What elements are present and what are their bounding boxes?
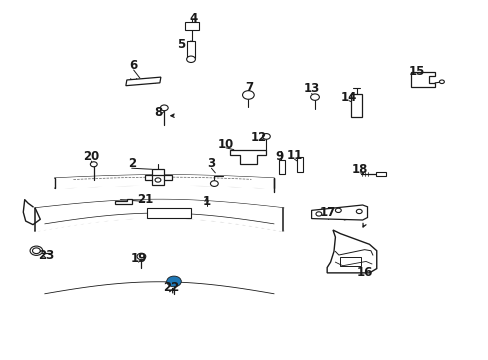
Text: 16: 16 (356, 266, 372, 279)
Polygon shape (152, 175, 164, 185)
Circle shape (315, 212, 321, 216)
Text: 5: 5 (177, 38, 185, 51)
Polygon shape (410, 72, 434, 87)
Text: 22: 22 (163, 281, 179, 294)
Text: 2: 2 (127, 157, 136, 170)
Bar (185, 22, 199, 30)
Text: 14: 14 (340, 91, 357, 104)
Text: 9: 9 (275, 150, 283, 163)
Circle shape (210, 181, 218, 186)
Circle shape (166, 276, 181, 287)
Polygon shape (125, 77, 161, 86)
Bar (351, 94, 362, 117)
Bar (186, 41, 195, 58)
Circle shape (439, 80, 444, 84)
Text: 7: 7 (245, 81, 253, 94)
Bar (296, 157, 303, 172)
Circle shape (160, 105, 168, 111)
Text: 6: 6 (129, 59, 138, 72)
Circle shape (32, 248, 40, 253)
Text: 1: 1 (202, 195, 210, 208)
Circle shape (310, 94, 319, 100)
Circle shape (30, 246, 42, 255)
Bar (375, 172, 385, 176)
Text: 10: 10 (218, 138, 234, 151)
Polygon shape (115, 199, 131, 204)
Polygon shape (326, 230, 376, 273)
Circle shape (137, 253, 145, 260)
Polygon shape (311, 205, 367, 220)
Circle shape (356, 209, 362, 213)
Text: 20: 20 (83, 150, 99, 163)
Text: 21: 21 (137, 193, 153, 206)
Circle shape (335, 208, 341, 212)
Text: 13: 13 (303, 82, 319, 95)
Text: 3: 3 (207, 157, 215, 170)
Circle shape (242, 91, 254, 99)
Bar (340, 257, 360, 266)
Text: 15: 15 (408, 64, 425, 77)
Polygon shape (229, 150, 266, 164)
Text: 18: 18 (351, 163, 367, 176)
Polygon shape (144, 169, 171, 180)
Circle shape (262, 134, 270, 139)
Text: 23: 23 (38, 248, 54, 261)
Text: 17: 17 (319, 206, 336, 219)
Circle shape (186, 56, 195, 63)
Text: 19: 19 (130, 252, 146, 265)
Circle shape (169, 278, 178, 285)
Bar (278, 159, 285, 174)
Circle shape (90, 162, 97, 167)
Text: 12: 12 (250, 131, 266, 144)
Bar (147, 208, 191, 218)
Text: 8: 8 (154, 105, 162, 119)
Text: 4: 4 (189, 12, 197, 25)
Circle shape (155, 178, 161, 182)
Text: 11: 11 (286, 149, 302, 162)
